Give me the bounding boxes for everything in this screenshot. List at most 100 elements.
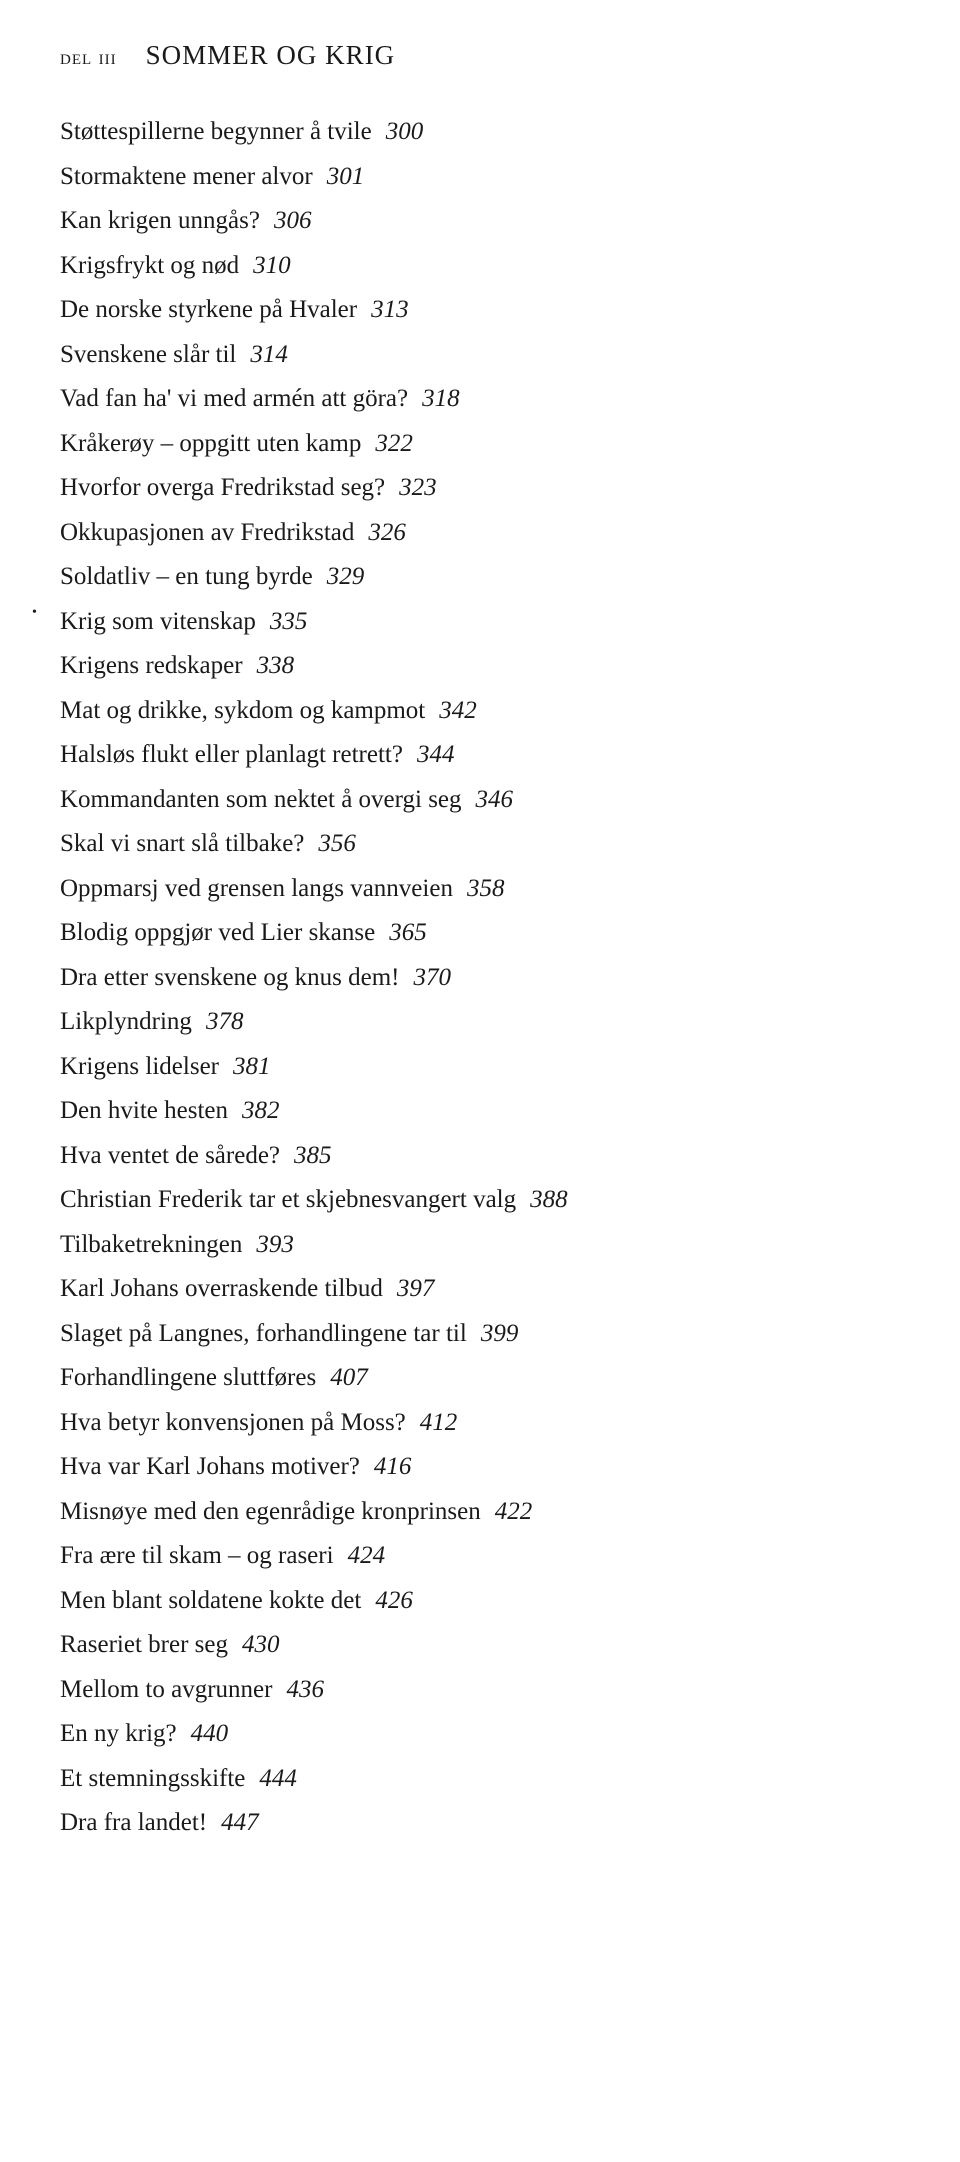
toc-entry: Soldatliv – en tung byrde 329 (60, 556, 900, 599)
toc-entry: Okkupasjonen av Fredrikstad 326 (60, 512, 900, 555)
entry-page: 329 (327, 563, 365, 590)
entry-page: 370 (413, 964, 451, 991)
entry-page: 335 (270, 608, 308, 635)
entry-page: 416 (374, 1453, 412, 1480)
toc-entry: Raseriet brer seg 430 (60, 1624, 900, 1667)
entry-title: Hva ventet de sårede? (60, 1142, 280, 1169)
toc-entry: •Krig som vitenskap335 (60, 601, 900, 644)
entry-title: Krigens redskaper (60, 652, 243, 679)
entry-title: Svenskene slår til (60, 341, 236, 368)
entry-title: Hva var Karl Johans motiver? (60, 1453, 360, 1480)
entry-page: 346 (476, 786, 514, 813)
toc-entry: Kommandanten som nektet å overgi seg 346 (60, 779, 900, 822)
toc-entry: Støttespillerne begynner å tvile300 (60, 111, 900, 154)
entry-page: 344 (417, 741, 455, 768)
toc-entry: Mat og drikke, sykdom og kampmot 342 (60, 690, 900, 733)
entry-title: Kommandanten som nektet å overgi seg (60, 786, 462, 813)
toc-entry: Stormaktene mener alvor301 (60, 156, 900, 199)
entry-page: 385 (294, 1142, 332, 1169)
toc-entry: Et stemningsskifte 444 (60, 1758, 900, 1801)
entry-page: 426 (375, 1587, 413, 1614)
entry-page: 388 (530, 1186, 568, 1213)
toc-entry: Slaget på Langnes, forhandlingene tar ti… (60, 1313, 900, 1356)
entry-title: Blodig oppgjør ved Lier skanse (60, 919, 375, 946)
part-heading: del iii SOMMER OG KRIG (60, 40, 900, 71)
toc-entry: En ny krig?440 (60, 1713, 900, 1756)
part-label: del iii (60, 44, 117, 69)
entry-title: De norske styrkene på Hvaler (60, 296, 357, 323)
entry-title: Fra ære til skam – og raseri (60, 1542, 334, 1569)
entry-page: 313 (371, 296, 409, 323)
entry-page: 440 (191, 1720, 229, 1747)
toc-entry: Krigens redskaper 338 (60, 645, 900, 688)
entry-title: Raseriet brer seg (60, 1631, 228, 1658)
toc-entry: Fra ære til skam – og raseri 424 (60, 1535, 900, 1578)
entry-page: 306 (274, 207, 312, 234)
entry-title: Mat og drikke, sykdom og kampmot (60, 697, 425, 724)
entry-title: Vad fan ha' vi med armén att göra? (60, 385, 408, 412)
entry-page: 342 (439, 697, 477, 724)
entry-title: Kråkerøy – oppgitt uten kamp (60, 430, 361, 457)
entry-page: 318 (422, 385, 460, 412)
entry-title: Misnøye med den egenrådige kronprinsen (60, 1498, 481, 1525)
entry-page: 323 (399, 474, 437, 501)
entry-title: Tilbaketrekningen (60, 1231, 242, 1258)
entry-title: Likplyndring (60, 1008, 192, 1035)
entry-title: Krigsfrykt og nød (60, 252, 239, 279)
entry-title: Soldatliv – en tung byrde (60, 563, 313, 590)
toc-entry: Skal vi snart slå tilbake?356 (60, 823, 900, 866)
toc-entry: Men blant soldatene kokte det 426 (60, 1580, 900, 1623)
entry-page: 393 (256, 1231, 294, 1258)
entry-page: 322 (375, 430, 413, 457)
entry-title: Okkupasjonen av Fredrikstad (60, 519, 354, 546)
entry-title: Christian Frederik tar et skjebnesvanger… (60, 1186, 516, 1213)
entry-title: Krig som vitenskap (60, 608, 256, 635)
toc-entry: Svenskene slår til 314 (60, 334, 900, 377)
entry-title: Men blant soldatene kokte det (60, 1587, 361, 1614)
entry-title: Dra fra landet! (60, 1809, 207, 1836)
entry-title: Karl Johans overraskende tilbud (60, 1275, 383, 1302)
toc-entry: Kråkerøy – oppgitt uten kamp 322 (60, 423, 900, 466)
entry-title: Krigens lidelser (60, 1053, 219, 1080)
entry-page: 358 (467, 875, 505, 902)
entry-title: Mellom to avgrunner (60, 1676, 272, 1703)
entry-page: 314 (250, 341, 288, 368)
entry-page: 424 (348, 1542, 386, 1569)
entry-page: 447 (221, 1809, 259, 1836)
entry-page: 326 (368, 519, 406, 546)
toc-entry: Hva betyr konvensjonen på Moss?412 (60, 1402, 900, 1445)
entry-page: 444 (259, 1765, 297, 1792)
entry-title: Kan krigen unngås? (60, 207, 260, 234)
toc-entry: Hvorfor overga Fredrikstad seg? 323 (60, 467, 900, 510)
toc-entry: Krigens lidelser 381 (60, 1046, 900, 1089)
entry-title: Dra etter svenskene og knus dem! (60, 964, 399, 991)
toc-entry: Misnøye med den egenrådige kronprinsen42… (60, 1491, 900, 1534)
entry-page: 407 (330, 1364, 368, 1391)
entry-page: 397 (397, 1275, 435, 1302)
entry-page: 310 (253, 252, 291, 279)
entry-title: Hva betyr konvensjonen på Moss? (60, 1409, 406, 1436)
entry-page: 378 (206, 1008, 244, 1035)
entry-title: Halsløs flukt eller planlagt retrett? (60, 741, 403, 768)
toc-list: Støttespillerne begynner å tvile300Storm… (60, 111, 900, 1845)
toc-entry: Krigsfrykt og nød 310 (60, 245, 900, 288)
entry-page: 338 (257, 652, 295, 679)
toc-entry: Oppmarsj ved grensen langs vannveien358 (60, 868, 900, 911)
entry-title: Et stemningsskifte (60, 1765, 245, 1792)
bullet-icon: • (32, 601, 37, 625)
toc-entry: Vad fan ha' vi med armén att göra? 318 (60, 378, 900, 421)
entry-title: Stormaktene mener alvor (60, 163, 313, 190)
toc-entry: Forhandlingene sluttføres407 (60, 1357, 900, 1400)
entry-page: 436 (286, 1676, 324, 1703)
toc-entry: Blodig oppgjør ved Lier skanse365 (60, 912, 900, 955)
entry-page: 430 (242, 1631, 280, 1658)
toc-entry: Mellom to avgrunner 436 (60, 1669, 900, 1712)
toc-entry: Halsløs flukt eller planlagt retrett? 344 (60, 734, 900, 777)
part-title: SOMMER OG KRIG (146, 40, 396, 70)
toc-entry: Hva var Karl Johans motiver? 416 (60, 1446, 900, 1489)
toc-entry: Likplyndring 378 (60, 1001, 900, 1044)
entry-title: Skal vi snart slå tilbake? (60, 830, 304, 857)
entry-page: 381 (233, 1053, 271, 1080)
toc-entry: Christian Frederik tar et skjebnesvanger… (60, 1179, 900, 1222)
entry-title: Hvorfor overga Fredrikstad seg? (60, 474, 385, 501)
